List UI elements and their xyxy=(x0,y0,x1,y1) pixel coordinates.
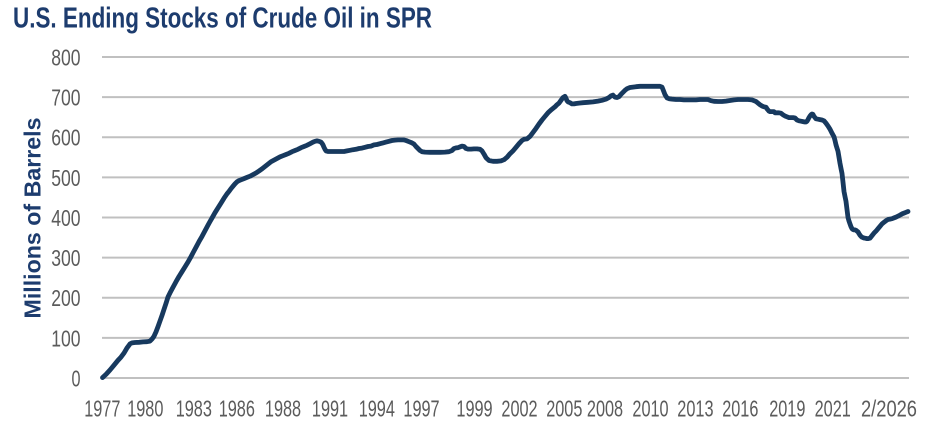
svg-text:2019: 2019 xyxy=(769,395,805,421)
svg-text:1980: 1980 xyxy=(127,395,163,421)
svg-text:300: 300 xyxy=(51,245,80,271)
svg-text:2008: 2008 xyxy=(587,395,623,421)
svg-text:1994: 1994 xyxy=(359,395,395,421)
svg-text:1999: 1999 xyxy=(456,395,492,421)
svg-text:Millions of Barrels: Millions of Barrels xyxy=(20,118,46,319)
svg-text:500: 500 xyxy=(51,165,80,191)
svg-text:400: 400 xyxy=(51,205,80,231)
svg-text:2010: 2010 xyxy=(632,395,668,421)
svg-text:600: 600 xyxy=(51,125,80,151)
svg-text:2005: 2005 xyxy=(546,395,582,421)
svg-text:2/2026: 2/2026 xyxy=(861,395,917,421)
svg-text:800: 800 xyxy=(51,44,80,70)
svg-text:U.S. Ending Stocks of Crude Oi: U.S. Ending Stocks of Crude Oil in SPR xyxy=(13,3,432,35)
svg-text:1997: 1997 xyxy=(403,395,439,421)
svg-text:2021: 2021 xyxy=(815,395,851,421)
svg-text:1991: 1991 xyxy=(312,395,348,421)
svg-text:700: 700 xyxy=(51,85,80,111)
svg-text:1988: 1988 xyxy=(265,395,301,421)
svg-text:0: 0 xyxy=(72,365,81,391)
svg-text:1986: 1986 xyxy=(219,395,255,421)
svg-text:200: 200 xyxy=(51,285,80,311)
svg-text:1983: 1983 xyxy=(176,395,212,421)
svg-text:2013: 2013 xyxy=(677,395,713,421)
svg-text:2016: 2016 xyxy=(722,395,758,421)
svg-text:1977: 1977 xyxy=(84,395,120,421)
svg-text:2002: 2002 xyxy=(501,395,537,421)
svg-text:100: 100 xyxy=(51,325,80,351)
